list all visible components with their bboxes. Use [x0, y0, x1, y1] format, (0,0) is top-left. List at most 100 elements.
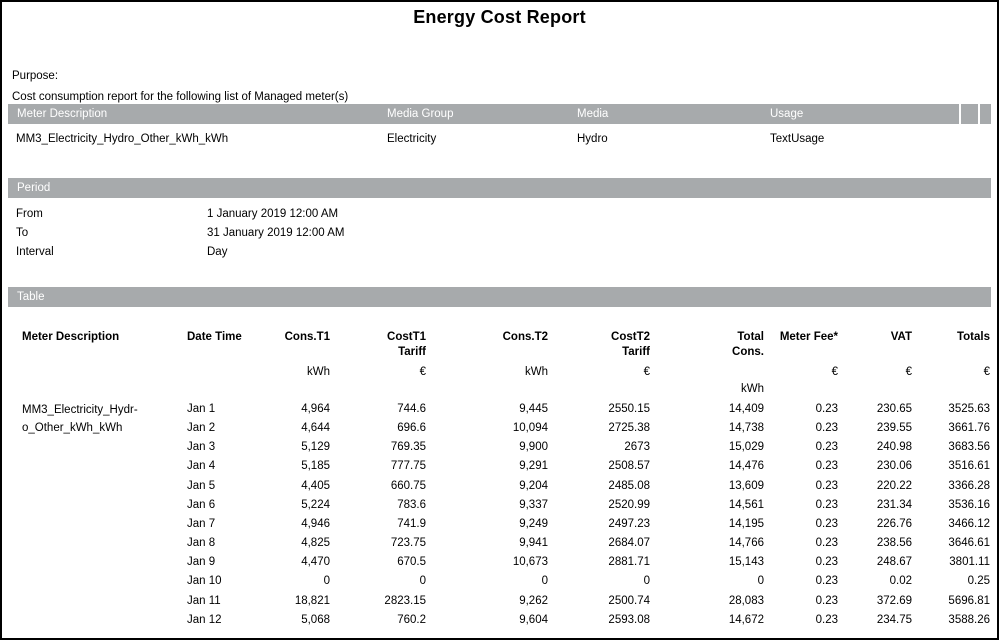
col-header-cost-t2: CostT2 Tariff — [611, 331, 650, 358]
cell-totals: 3661.76 — [948, 422, 990, 435]
cell-date: Jan 10 — [187, 575, 222, 588]
cell-cost-t2: 2881.71 — [608, 556, 650, 569]
meters-header-meter-description: Meter Description — [17, 108, 108, 120]
cell-vat: 240.98 — [876, 441, 912, 454]
cell-total-cons: 14,738 — [728, 422, 764, 435]
table-row: Jan 2 4,644 696.6 10,094 2725.38 14,738 … — [22, 419, 990, 438]
cell-meter-fee: 0.23 — [815, 460, 838, 473]
cell-meter-fee: 0.23 — [815, 537, 838, 550]
cell-total-cons: 14,672 — [728, 613, 764, 626]
period-field-value: 1 January 2019 12:00 AM — [207, 208, 339, 220]
col-unit-meter-fee: € — [831, 366, 838, 378]
cell-vat: 231.34 — [876, 498, 912, 511]
cell-cons-t1: 5,185 — [301, 460, 330, 473]
purpose-block: Purpose: Cost consumption report for the… — [12, 69, 997, 104]
period-section-label: Period — [17, 182, 51, 194]
cell-vat: 234.75 — [876, 613, 912, 626]
table-row: MM3_Electricity_Hydr- o_Other_kWh_kWh Ja… — [22, 400, 990, 434]
cell-totals: 3466.12 — [948, 517, 990, 530]
col-header-total-cons: Total Cons. — [732, 331, 764, 358]
usage-value: TextUsage — [770, 133, 825, 145]
cell-vat: 0.02 — [889, 575, 912, 588]
cell-meter-fee: 0.23 — [815, 594, 838, 607]
cell-cons-t1: 5,224 — [301, 498, 330, 511]
media-value: Hydro — [577, 133, 608, 145]
cell-date: Jan 3 — [187, 441, 216, 454]
cell-total-cons: 14,195 — [728, 517, 764, 530]
cell-total-cons: 15,029 — [728, 441, 764, 454]
cell-total-cons: 0 — [757, 575, 764, 588]
table-row: Jan 12 5,068 760.2 9,604 2593.08 14,672 … — [22, 611, 990, 630]
meters-header-spacer-cell — [959, 104, 978, 124]
cell-cost-t2: 2593.08 — [608, 613, 650, 626]
table-row: Jan 5 4,405 660.75 9,204 2485.08 13,609 … — [22, 477, 990, 496]
cell-cost-t2: 2673 — [624, 441, 650, 454]
cell-cons-t1: 4,825 — [301, 537, 330, 550]
col-header-totals: Totals — [956, 331, 990, 343]
cost-table-header-row: Meter Description Date Time Cons.T1 Cost… — [22, 330, 990, 360]
cost-table-units-row: kWh € kWh € kWh € € € — [22, 360, 990, 400]
period-field-label: From — [16, 208, 43, 220]
col-header-vat: VAT — [890, 331, 912, 343]
cell-vat: 230.65 — [876, 403, 912, 415]
cell-total-cons: 13,609 — [728, 479, 764, 492]
cell-total-cons: 15,143 — [728, 556, 764, 569]
meters-header-usage: Usage — [770, 108, 804, 120]
cell-cons-t2: 9,900 — [519, 441, 548, 454]
cell-cost-t2: 2497.23 — [608, 517, 650, 530]
cell-cons-t2: 9,204 — [519, 479, 548, 492]
cell-totals: 3525.63 — [948, 403, 990, 415]
cell-date: Jan 11 — [187, 594, 221, 607]
cell-vat: 226.76 — [876, 517, 912, 530]
table-row: Jan 3 5,129 769.35 9,900 2673 15,029 0.2… — [22, 438, 990, 457]
cell-vat: 230.06 — [876, 460, 912, 473]
cell-cons-t2: 9,445 — [519, 403, 548, 415]
cell-cons-t2: 9,249 — [519, 517, 548, 530]
cell-cons-t1: 4,470 — [301, 556, 330, 569]
cell-cons-t1: 4,644 — [301, 422, 330, 435]
cell-cost-t2: 2485.08 — [608, 479, 650, 492]
meters-header-media: Media — [577, 108, 609, 120]
cell-totals: 5696.81 — [948, 594, 990, 607]
col-unit-cons-t2: kWh — [525, 366, 548, 378]
meters-header-bar: Meter Description Media Group Media Usag… — [8, 104, 991, 124]
period-field-row: To 31 January 2019 12:00 AM — [8, 224, 991, 243]
cell-total-cons: 14,561 — [728, 498, 764, 511]
cell-cost-t2: 2684.07 — [608, 537, 650, 550]
cell-cost-t2: 2550.15 — [608, 403, 650, 415]
cell-date: Jan 4 — [187, 460, 216, 473]
cell-meter-fee: 0.23 — [815, 498, 838, 511]
cell-cons-t1: 0 — [323, 575, 330, 588]
cell-cost-t2: 0 — [643, 575, 650, 588]
cell-meter-fee: 0.23 — [815, 403, 838, 415]
purpose-text: Cost consumption report for the followin… — [12, 91, 349, 103]
cell-vat: 220.22 — [876, 479, 912, 492]
col-header-cons-t1: Cons.T1 — [284, 331, 330, 343]
cell-meter-fee: 0.23 — [815, 517, 838, 530]
purpose-label: Purpose: — [12, 70, 59, 82]
col-unit-vat: € — [905, 366, 912, 378]
cell-meter-fee: 0.23 — [815, 441, 838, 454]
cell-cost-t2: 2725.38 — [608, 422, 650, 435]
table-meter-name: MM3_Electricity_Hydr- o_Other_kWh_kWh — [22, 404, 138, 434]
col-header-date-time: Date Time — [187, 331, 242, 343]
cell-date: Jan 6 — [187, 498, 216, 511]
cell-cost-t2: 2500.74 — [608, 594, 650, 607]
cell-totals: 3683.56 — [948, 441, 990, 454]
col-unit-cost-t2: € — [643, 366, 650, 378]
cell-cons-t2: 9,604 — [519, 613, 548, 626]
cell-cost-t1: 723.75 — [390, 537, 426, 550]
cell-date: Jan 7 — [187, 517, 216, 530]
cell-vat: 372.69 — [876, 594, 912, 607]
cell-date: Jan 9 — [187, 556, 216, 569]
period-field-value: Day — [207, 246, 228, 258]
cell-vat: 239.55 — [876, 422, 912, 435]
cell-totals: 3801.11 — [949, 556, 990, 569]
period-field-value: 31 January 2019 12:00 AM — [207, 227, 345, 239]
cell-cost-t1: 696.6 — [397, 422, 426, 435]
cell-cons-t2: 10,094 — [512, 422, 548, 435]
cell-cons-t1: 18,821 — [294, 594, 330, 607]
cost-table: Meter Description Date Time Cons.T1 Cost… — [22, 330, 990, 630]
cell-cost-t1: 769.35 — [390, 441, 426, 454]
